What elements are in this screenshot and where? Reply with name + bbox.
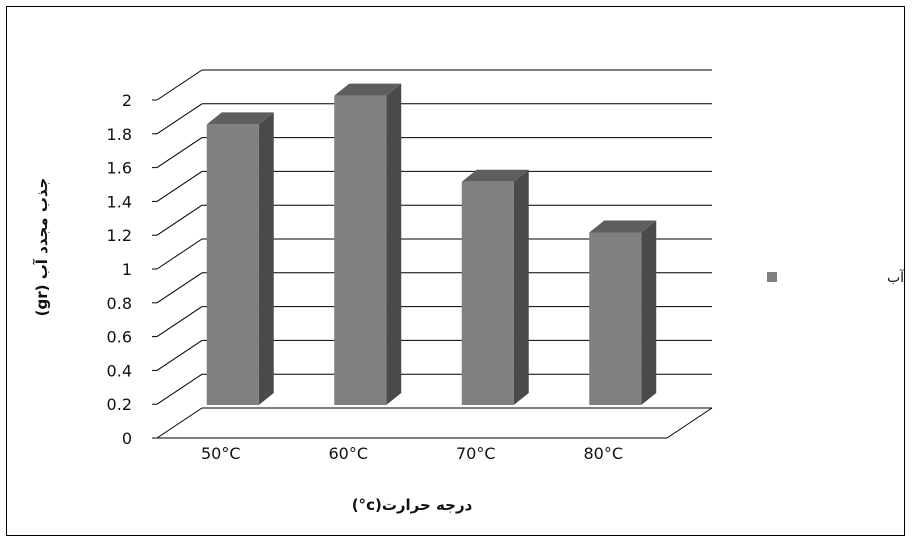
bar-chart: 0 0.2 0.4 0.6 0.8 1 1.2 1.4 1.6 1.8 2 50°C 60°C 70°C… <box>7 7 906 537</box>
x-axis-title: درجه حرارت(c°) <box>352 496 473 514</box>
floor-right-edge <box>667 408 712 438</box>
y-tick-label: 0.8 <box>107 294 132 313</box>
legend-label: جذب مجدد آب <box>887 269 906 286</box>
y-tick-label: 0.2 <box>107 395 132 414</box>
y-tick-label: 1.8 <box>107 125 132 144</box>
bar-50°C <box>207 112 274 405</box>
y-tick-label: 2 <box>122 91 132 110</box>
gridline-2 <box>157 70 712 100</box>
legend: جذب مجدد آب <box>767 269 906 286</box>
legend-swatch <box>767 272 777 282</box>
x-category-labels: 50°C 60°C 70°C 80°C <box>201 444 623 463</box>
y-tick-label: 0.6 <box>107 328 132 347</box>
x-category-label: 60°C <box>328 444 368 463</box>
chart-frame: 0 0.2 0.4 0.6 0.8 1 1.2 1.4 1.6 1.8 2 50°C 60°C 70°C… <box>6 6 905 536</box>
y-tick-label: 1.4 <box>107 192 132 211</box>
bar-80°C <box>589 220 656 405</box>
y-tick-label: 1 <box>122 260 132 279</box>
x-category-label: 50°C <box>201 444 241 463</box>
y-tick-label: 0.4 <box>107 361 132 380</box>
gridline-0 <box>157 408 712 438</box>
x-category-label: 80°C <box>583 444 623 463</box>
y-tick-label: 0 <box>122 429 132 448</box>
bar-70°C <box>462 170 529 405</box>
bar-60°C <box>334 84 401 405</box>
bars <box>207 84 657 405</box>
x-category-label: 70°C <box>456 444 496 463</box>
y-axis-title: جذب مجدد آب (gr) <box>33 178 51 317</box>
y-tick-labels: 0 0.2 0.4 0.6 0.8 1 1.2 1.4 1.6 1.8 2 <box>107 91 132 448</box>
y-tick-label: 1.6 <box>107 159 132 178</box>
y-tick-label: 1.2 <box>107 226 132 245</box>
